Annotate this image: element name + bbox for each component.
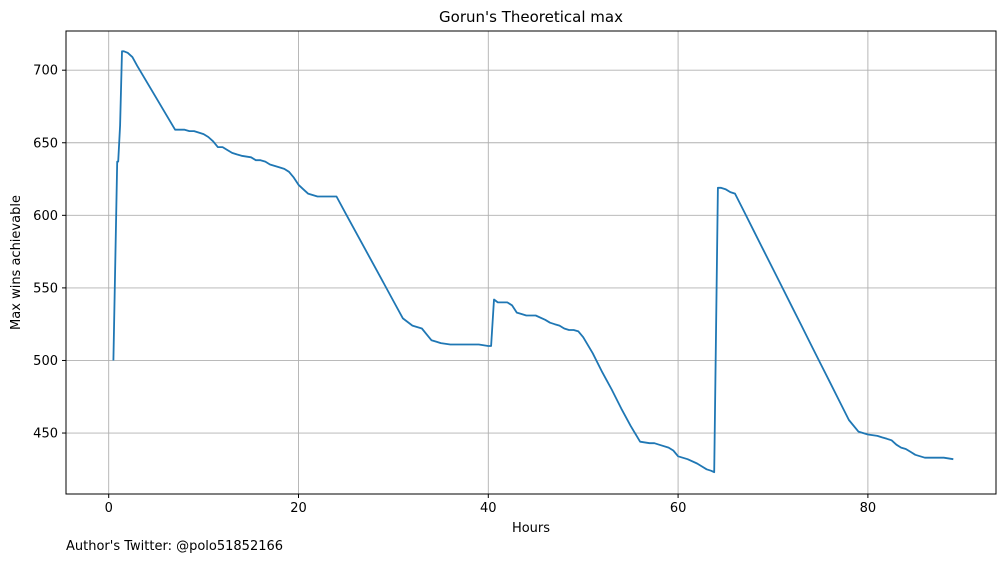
y-tick-label: 550 <box>33 281 58 296</box>
grid-lines <box>66 31 996 494</box>
ticks: 0 20 40 60 80 450 500 550 600 650 700 <box>33 64 876 516</box>
x-tick-label: 20 <box>290 501 307 516</box>
author-credit: Author's Twitter: @polo51852166 <box>66 539 283 554</box>
y-axis-label: Max wins achievable <box>9 195 24 330</box>
plot-background <box>66 31 996 494</box>
y-tick-label: 650 <box>33 136 58 151</box>
plot-frame <box>65 30 997 495</box>
x-axis-label: Hours <box>512 521 550 536</box>
y-tick-label: 450 <box>33 427 58 442</box>
y-tick-label: 700 <box>33 64 58 79</box>
series-line <box>112 50 954 474</box>
x-tick-label: 0 <box>105 501 113 516</box>
y-tick-label: 600 <box>33 209 58 224</box>
x-tick-label: 60 <box>670 501 687 516</box>
y-tick-label: 500 <box>33 354 58 369</box>
x-tick-label: 40 <box>480 501 497 516</box>
x-tick-label: 80 <box>860 501 877 516</box>
chart-title: Gorun's Theoretical max <box>439 8 623 26</box>
